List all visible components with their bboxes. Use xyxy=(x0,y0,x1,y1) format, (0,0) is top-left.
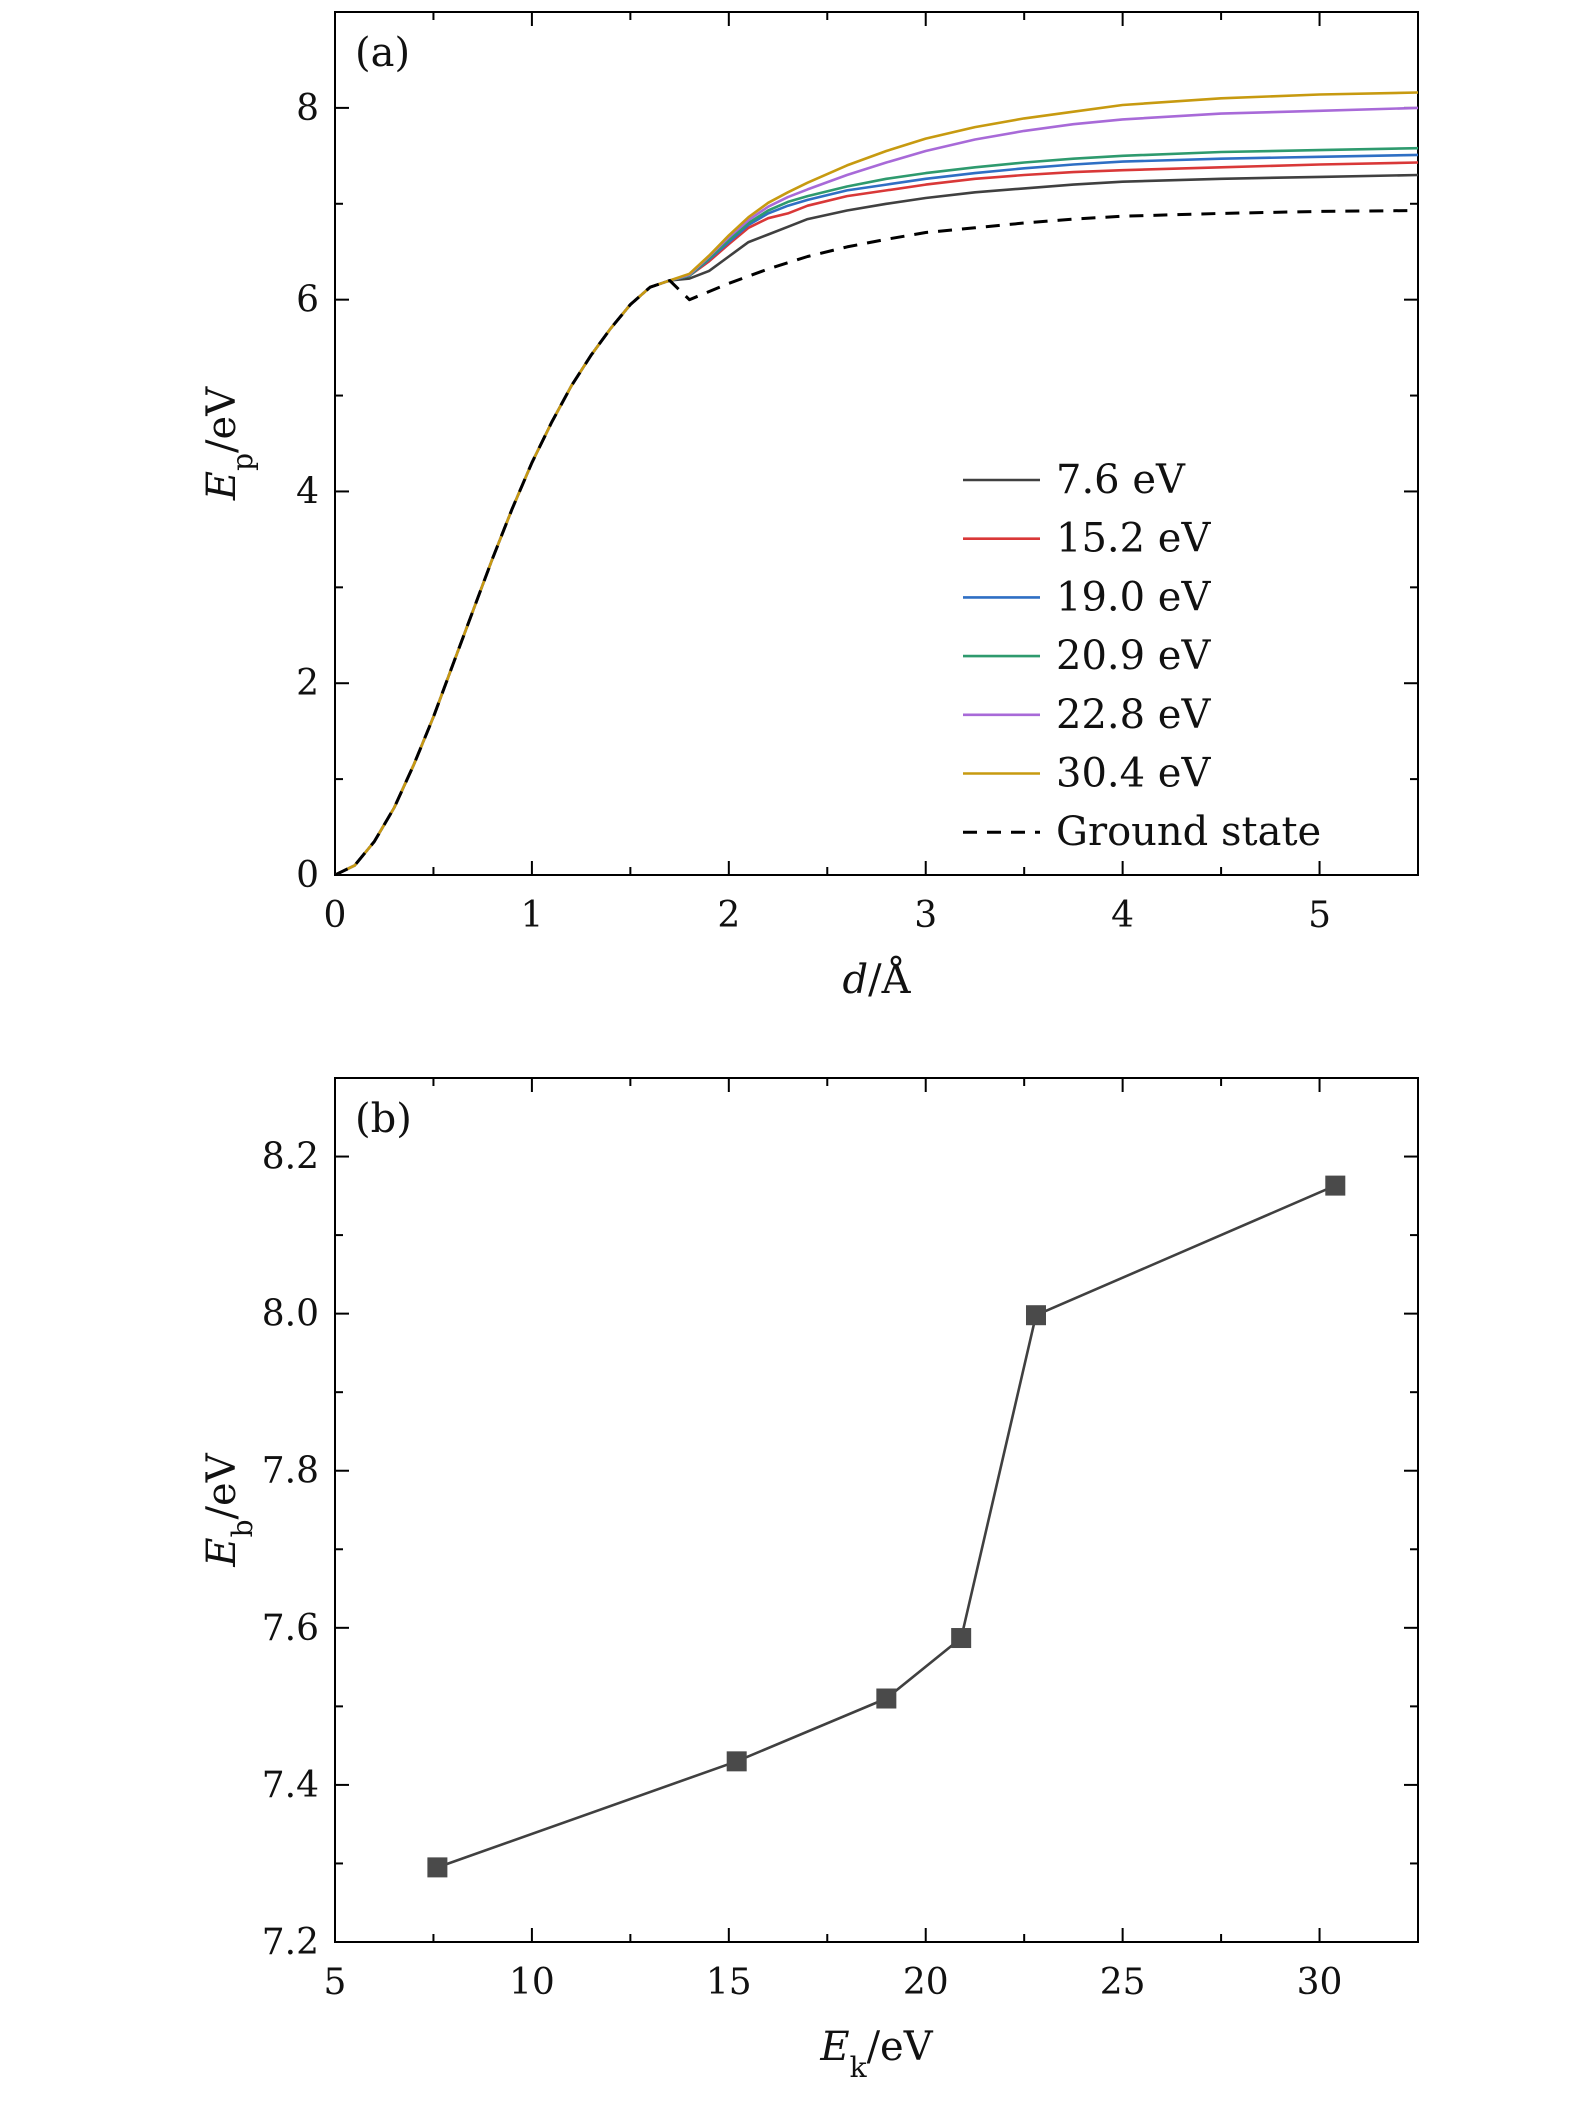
series-line-30-4-ev xyxy=(335,91,1418,875)
legend-label: 22.8 eV xyxy=(1056,692,1211,738)
x-axis-title-unit: /Å xyxy=(868,956,911,1003)
panel-a-chart: 0 1 2 3 4 5 0 2 4 6 8 d/Å Ep/eV (a) 7.6 eV 15.2 eV 19.0 … xyxy=(199,11,1419,1003)
y-axis-title-sub: b xyxy=(226,1519,259,1537)
y-tick-label: 6 xyxy=(296,280,319,321)
y-tick-label: 7.2 xyxy=(262,1922,319,1963)
plot-frame xyxy=(334,11,1419,876)
plot-frame xyxy=(334,1077,1419,1943)
x-tick-label: 30 xyxy=(1297,1962,1343,2003)
legend-label: 15.2 eV xyxy=(1056,516,1211,562)
series-line-20-9-ev xyxy=(335,146,1418,875)
y-axis-title-var: E xyxy=(199,1537,245,1567)
x-axis-title: d/Å xyxy=(843,956,912,1003)
y-tick-label: 8.2 xyxy=(262,1137,319,1178)
x-axis-title: Ek/eV xyxy=(819,2024,933,2084)
panel-b-chart: 5 10 15 20 25 307.27.47.67.88.08.2Ek/eVEb/eV(… xyxy=(199,1077,1419,2084)
series-line-19-0-ev xyxy=(335,153,1418,875)
legend-label: 20.9 eV xyxy=(1056,633,1211,679)
x-tick-label: 25 xyxy=(1100,1962,1146,2003)
x-axis-title-var: d xyxy=(843,957,869,1003)
y-tick-label: 4 xyxy=(296,471,319,512)
data-point xyxy=(876,1688,897,1709)
y-tick-label: 8.0 xyxy=(262,1294,319,1335)
y-tick-label: 8 xyxy=(296,88,319,129)
y-tick-label: 0 xyxy=(296,855,319,896)
x-axis-title-unit: /eV xyxy=(867,2024,934,2070)
x-tick-label: 0 xyxy=(324,895,347,936)
y-axis-title-unit: /eV xyxy=(199,1452,245,1519)
panel-label: (a) xyxy=(355,30,410,76)
x-tick-label: 2 xyxy=(717,895,740,936)
x-tick-label: 10 xyxy=(509,1962,555,2003)
y-tick-label: 2 xyxy=(296,663,319,704)
data-point xyxy=(951,1628,972,1649)
y-axis-title: Eb/eV xyxy=(199,1452,259,1567)
series-line-22-8-ev xyxy=(335,106,1418,875)
series-line-0 xyxy=(436,1184,1336,1869)
series-line-15-2-ev xyxy=(335,161,1418,875)
data-point xyxy=(427,1857,448,1878)
data-point xyxy=(1025,1305,1046,1326)
x-tick-label: 5 xyxy=(1308,895,1331,936)
y-tick-label: 7.4 xyxy=(262,1765,319,1806)
panel-label: (b) xyxy=(355,1096,412,1142)
series-line-ground-state xyxy=(335,209,1418,875)
y-axis-title: Ep/eV xyxy=(199,386,259,501)
x-tick-label: 1 xyxy=(520,895,543,936)
legend-label: Ground state xyxy=(1056,809,1321,855)
y-axis-title-sub: p xyxy=(226,453,259,471)
x-tick-label: 3 xyxy=(914,895,937,936)
x-tick-label: 15 xyxy=(706,1962,752,2003)
legend-label: 30.4 eV xyxy=(1056,751,1211,797)
y-axis-title-unit: /eV xyxy=(199,386,245,453)
legend-label: 19.0 eV xyxy=(1056,574,1211,620)
x-tick-label: 5 xyxy=(324,1962,347,2003)
data-point xyxy=(1325,1175,1346,1196)
x-axis-title-sub: k xyxy=(850,2051,868,2084)
x-axis-title-var: E xyxy=(819,2024,849,2070)
data-point xyxy=(726,1751,747,1772)
y-tick-label: 7.6 xyxy=(262,1608,319,1649)
x-tick-label: 20 xyxy=(903,1962,949,2003)
x-tick-label: 4 xyxy=(1111,895,1134,936)
y-axis-title-var: E xyxy=(199,471,245,501)
y-tick-label: 7.8 xyxy=(262,1451,319,1492)
series-line-7-6-ev xyxy=(335,173,1418,875)
legend-label: 7.6 eV xyxy=(1056,457,1186,503)
